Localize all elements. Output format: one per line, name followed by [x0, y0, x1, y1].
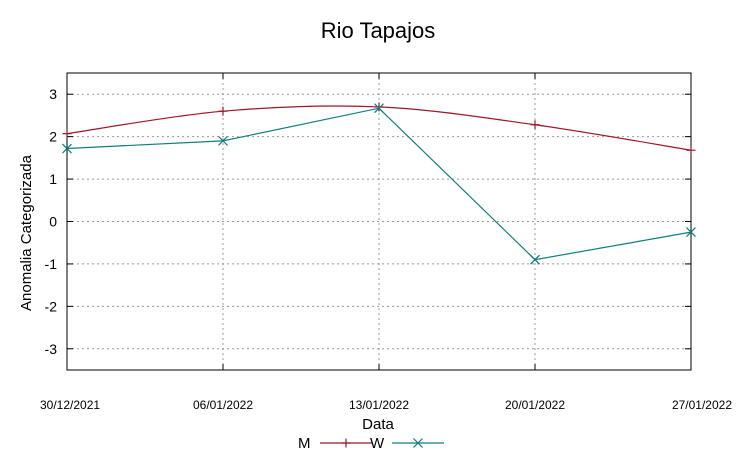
legend-marker-w: [413, 438, 423, 448]
data-point-w: [686, 227, 696, 238]
data-point-m: [530, 120, 540, 130]
y-tick-label: 1: [49, 171, 57, 187]
legend-entry-m: M: [298, 435, 372, 452]
x-tick-label: 13/01/2022: [349, 398, 409, 412]
y-tick-label: -2: [45, 298, 58, 314]
y-tick-label: -3: [45, 341, 58, 357]
y-tick-label: 3: [49, 86, 57, 102]
series-m: [62, 102, 696, 155]
legend-label-w: W: [370, 435, 385, 452]
x-tick-label: 27/01/2022: [672, 398, 732, 412]
x-tick-label: 06/01/2022: [193, 398, 253, 412]
x-axis-ticks: 30/12/2021 06/01/2022 13/01/2022 20/01/2022…: [40, 73, 732, 412]
y-tick-label: 2: [49, 129, 57, 145]
x-tick-label: 30/12/2021: [40, 398, 100, 412]
grid-layer: [67, 73, 691, 370]
data-point-w: [62, 143, 72, 154]
data-point-w: [218, 135, 228, 146]
data-point-m: [62, 129, 72, 139]
legend-entry-w: W: [370, 435, 444, 452]
series-layer: [62, 102, 696, 265]
data-point-w: [530, 254, 540, 265]
y-tick-label: -1: [45, 256, 58, 272]
y-tick-label: 0: [49, 214, 57, 230]
data-point-m: [218, 106, 228, 116]
data-point-m: [374, 102, 384, 112]
legend-label-m: M: [298, 435, 311, 452]
series-w: [62, 103, 696, 265]
x-axis-label: Data: [362, 416, 394, 433]
data-point-m: [686, 145, 696, 155]
chart-title: Rio Tapajos: [321, 18, 436, 43]
legend-marker-m: [341, 438, 351, 448]
y-axis-ticks: 3 2 1 0 -1 -2 -3: [45, 86, 691, 357]
x-tick-label: 20/01/2022: [505, 398, 565, 412]
y-axis-label: Anomalia Categorizada: [18, 154, 35, 311]
data-point-w: [374, 103, 384, 114]
